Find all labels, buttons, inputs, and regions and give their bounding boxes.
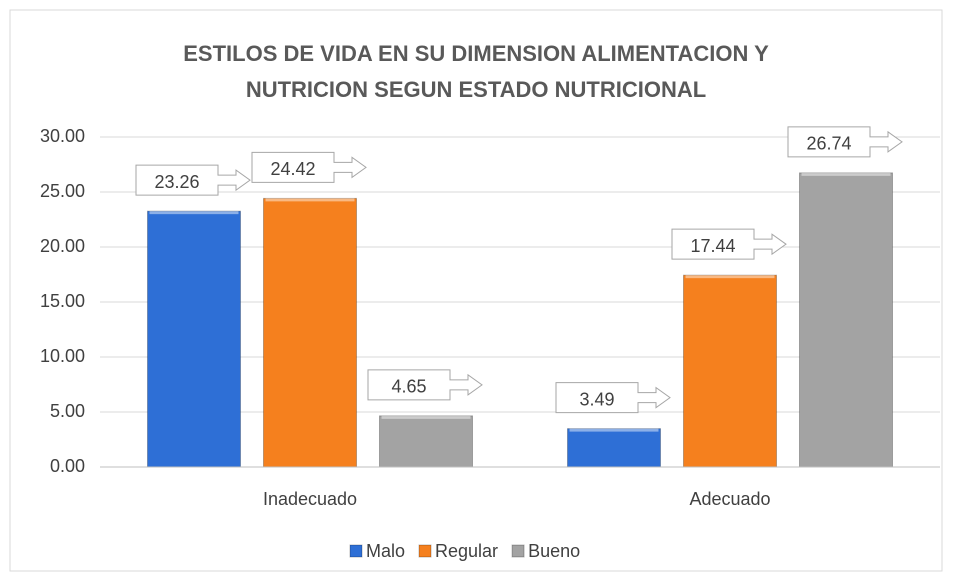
label-callout bbox=[555, 382, 671, 414]
bar bbox=[683, 274, 777, 468]
data-label: 26.74 bbox=[806, 134, 851, 154]
bar bbox=[263, 197, 357, 468]
y-tick-label: 5.00 bbox=[50, 401, 85, 421]
y-tick-label: 10.00 bbox=[40, 346, 85, 366]
y-tick-label: 0.00 bbox=[50, 456, 85, 476]
legend-swatch bbox=[418, 544, 432, 558]
bar-highlight bbox=[801, 172, 891, 176]
x-tick-label: Inadecuado bbox=[263, 489, 357, 509]
legend-swatch bbox=[511, 544, 525, 558]
label-callout bbox=[135, 164, 251, 196]
y-tick-label: 15.00 bbox=[40, 291, 85, 311]
bar bbox=[147, 210, 241, 468]
x-tick-label: Adecuado bbox=[689, 489, 770, 509]
data-label: 24.42 bbox=[270, 159, 315, 179]
data-label: 17.44 bbox=[690, 236, 735, 256]
label-callout bbox=[251, 151, 367, 183]
label-callout bbox=[787, 126, 903, 158]
data-label: 3.49 bbox=[579, 389, 614, 409]
y-tick-label: 30.00 bbox=[40, 126, 85, 146]
y-tick-label: 20.00 bbox=[40, 236, 85, 256]
bar bbox=[567, 428, 661, 468]
bar-highlight bbox=[569, 428, 659, 432]
label-callout bbox=[367, 369, 483, 401]
chart-title: ESTILOS DE VIDA EN SU DIMENSION ALIMENTA… bbox=[183, 41, 769, 102]
bar bbox=[799, 172, 893, 468]
data-label: 4.65 bbox=[391, 377, 426, 397]
y-tick-label: 25.00 bbox=[40, 181, 85, 201]
bar-highlight bbox=[149, 211, 239, 215]
legend-label: Regular bbox=[435, 541, 498, 561]
data-label: 23.26 bbox=[154, 172, 199, 192]
legend-swatch bbox=[349, 544, 363, 558]
legend-label: Malo bbox=[366, 541, 405, 561]
bar-highlight bbox=[381, 415, 471, 419]
label-callout bbox=[671, 228, 787, 260]
legend-label: Bueno bbox=[528, 541, 580, 561]
bar-highlight bbox=[265, 198, 355, 202]
bar bbox=[379, 415, 473, 468]
bar-highlight bbox=[685, 275, 775, 279]
